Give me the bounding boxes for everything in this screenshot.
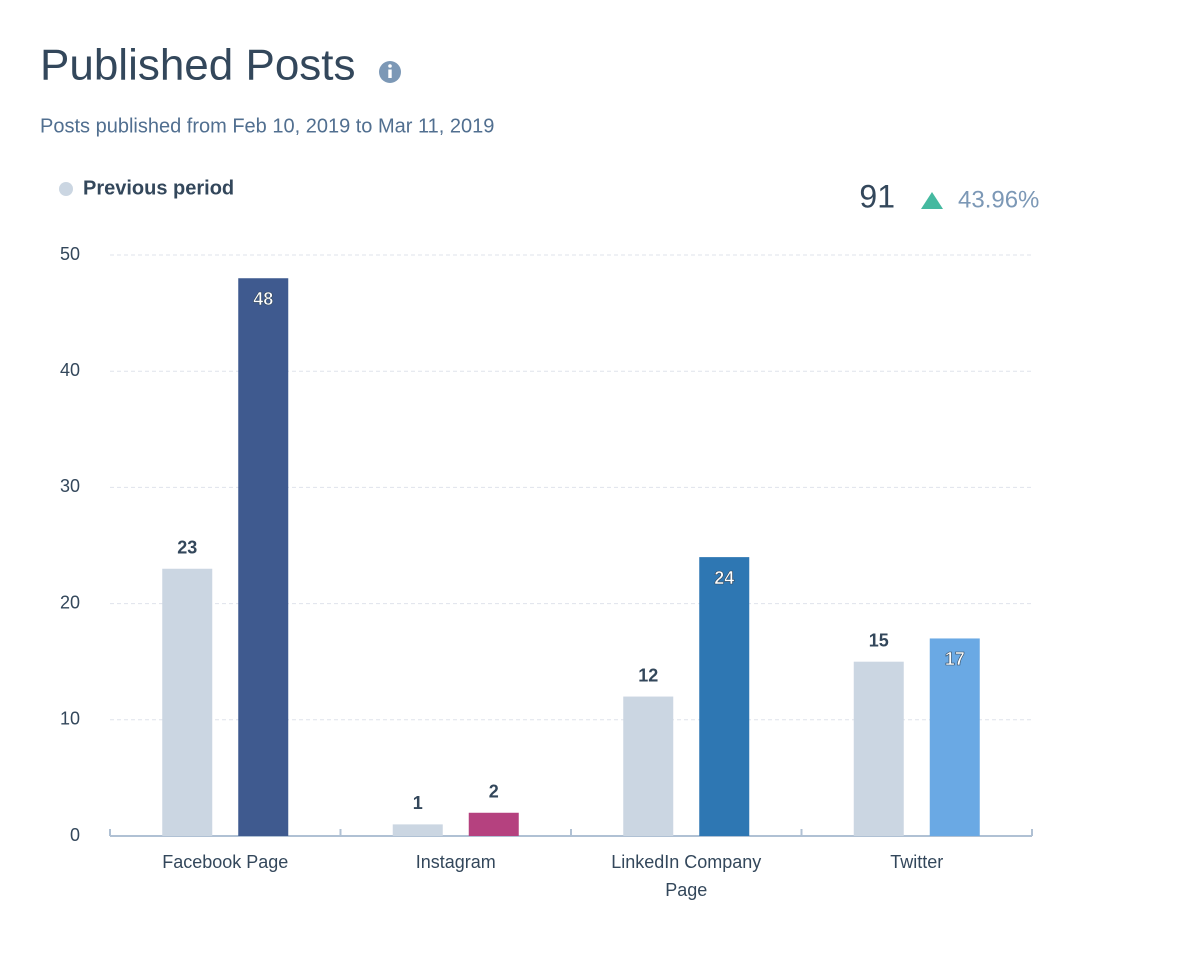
data-label: 48 [253, 289, 273, 309]
info-icon[interactable] [379, 61, 401, 83]
bar [699, 557, 750, 836]
total-value: 91 [859, 178, 895, 214]
data-label: 2 [489, 782, 499, 802]
data-label: 24 [714, 568, 734, 588]
x-tick-label: Twitter [890, 852, 944, 872]
legend-marker [59, 182, 73, 196]
data-label: 23 [177, 537, 197, 557]
y-tick-label: 10 [60, 709, 80, 729]
y-tick-label: 40 [60, 360, 80, 380]
bar [853, 661, 904, 836]
y-tick-label: 50 [60, 244, 80, 264]
x-tick-label: Facebook Page [162, 852, 289, 872]
change-value: 43.96% [958, 186, 1039, 213]
bar [392, 824, 443, 836]
data-label: 15 [869, 630, 889, 650]
data-label: 12 [638, 665, 658, 685]
y-tick-label: 0 [70, 825, 80, 845]
bar [238, 278, 289, 836]
chart-subtitle: Posts published from Feb 10, 2019 to Mar… [40, 115, 494, 137]
y-tick-label: 30 [60, 476, 80, 496]
data-label: 1 [413, 793, 423, 813]
bar [468, 812, 519, 836]
legend-label[interactable]: Previous period [83, 177, 234, 199]
x-tick-label-box: LinkedIn Company Page [611, 852, 762, 900]
y-tick-label: 20 [60, 592, 80, 612]
chart-title: Published Posts [40, 41, 356, 90]
bar [929, 638, 980, 836]
x-tick-label-box: Instagram [415, 852, 496, 872]
x-tick-label: LinkedIn Company Page [611, 852, 762, 900]
bar [162, 568, 213, 836]
bar [623, 696, 674, 836]
change-arrow [921, 192, 943, 209]
x-tick-label-box: Twitter [890, 852, 944, 872]
data-label: 17 [945, 649, 965, 669]
x-tick-label: Instagram [415, 852, 496, 872]
x-tick-label-box: Facebook Page [162, 852, 289, 872]
